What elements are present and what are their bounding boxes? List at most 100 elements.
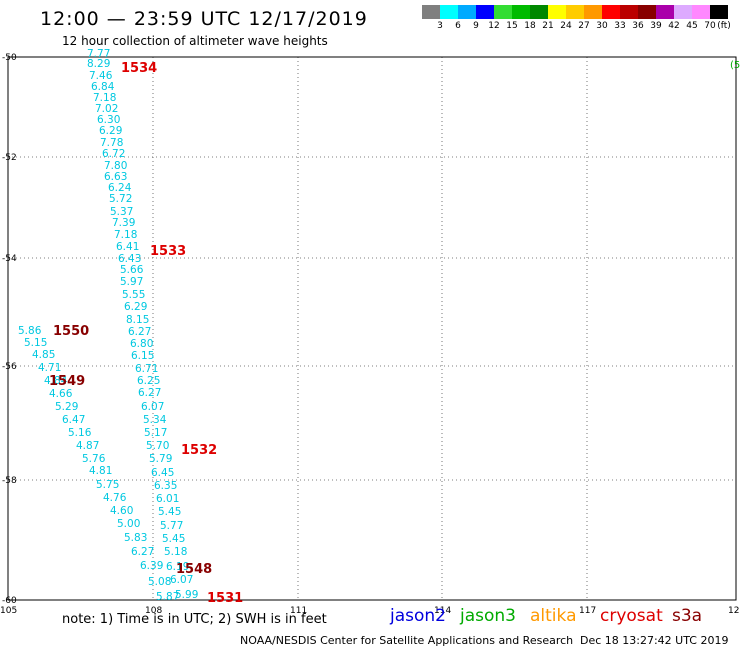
wave-height-value: 5.79 [149,453,172,465]
color-swatch [620,5,638,19]
wave-height-value: 4.66 [49,388,73,400]
track-id-label: 1549 [49,374,85,389]
wave-height-value: 6.29 [124,301,147,313]
color-scale-tick: 3 [437,21,443,31]
legend-item-s3a: s3a [672,606,703,626]
track-id-label: 1532 [181,443,217,458]
track-id-label: 1534 [121,61,157,76]
wave-height-value: 6.80 [130,338,153,350]
wave-height-value: 6.25 [137,375,160,387]
wave-height-value: 6.71 [135,363,158,375]
legend-item-jason3: jason3 [460,606,516,626]
wave-height-value: 6.39 [140,560,163,572]
wave-height-value: 6.41 [116,241,139,253]
wave-height-value: 5.55 [122,289,145,301]
latitude-label: -54 [2,254,17,264]
wave-height-value: 5.83 [124,532,147,544]
footer-credit: NOAA/NESDIS Center for Satellite Applica… [240,634,574,647]
color-swatch [638,5,656,19]
wave-height-value: 6.72 [102,148,125,160]
color-scale-tick: 15 [506,21,518,31]
wave-height-value: 6.84 [91,81,115,93]
wave-height-value: 5.00 [117,518,140,530]
wave-height-value: 5.29 [55,401,78,413]
edge-value: (5 [730,60,740,71]
wave-height-value: 8.29 [87,58,110,70]
wave-height-value: 7.77 [87,48,110,60]
wave-height-value: 5.15 [24,337,47,349]
wave-height-value: 5.66 [120,264,144,276]
wave-height-value: 5.45 [158,506,181,518]
color-scale-tick: 70 [704,21,716,31]
track-id-label: 1548 [176,562,212,577]
wave-height-value: 4.71 [38,362,61,374]
color-swatch [674,5,692,19]
wave-height-value: 6.19 [166,561,189,573]
color-scale-tick: 45 [686,21,698,31]
color-scale-bar [422,5,728,19]
longitude-label: 108 [145,606,162,616]
map-frame [7,56,737,601]
wave-height-value: 6.30 [97,114,120,126]
color-scale-tick: 12 [488,21,500,31]
wave-height-value: 6.27 [128,326,151,338]
wave-height-value: 6.27 [138,387,161,399]
latitude-label: -52 [2,153,17,163]
latitude-label: -56 [2,362,17,372]
color-swatch [710,5,728,19]
color-scale-tick: 33 [614,21,626,31]
latitude-label: -60 [2,596,17,606]
wave-height-value: 7.18 [93,92,116,104]
wave-height-value: 5.76 [82,453,106,465]
longitude-label: 117 [579,606,596,616]
wave-height-value: 6.45 [151,467,174,479]
color-swatch [548,5,566,19]
legend-item-cryosat: cryosat [600,606,663,626]
page-title: 12:00 — 23:59 UTC 12/17/2019 [40,8,368,30]
footer-timestamp: Dec 18 13:27:42 UTC 2019 [580,634,729,647]
wave-height-value: 7.18 [114,229,137,241]
longitude-label: 105 [0,606,17,616]
color-scale-tick: 18 [524,21,536,31]
wave-height-value: 5.17 [144,427,167,439]
wave-height-value: 5.75 [96,479,119,491]
wave-height-value: 5.18 [164,546,187,558]
wave-height-value: 6.07 [170,574,193,586]
color-swatch [602,5,620,19]
wave-height-value: 4.60 [110,505,133,517]
legend-item-jason2: jason2 [390,606,446,626]
track-id-label: 1531 [207,591,243,606]
wave-height-value: 7.80 [104,160,127,172]
color-swatch [494,5,512,19]
wave-height-value: 5.99 [175,589,198,601]
color-scale-tick: 6 [455,21,461,31]
color-swatch [584,5,602,19]
color-scale-tick: 27 [578,21,590,31]
wave-height-value: 6.15 [131,350,154,362]
wave-height-value: 7.02 [95,103,118,115]
wave-height-value: 5.16 [68,427,92,439]
latitude-label: -50 [2,53,17,63]
wave-height-value: 6.07 [141,401,164,413]
color-swatch [530,5,548,19]
wave-height-value: 4.87 [76,440,99,452]
color-swatch [458,5,476,19]
color-swatch [422,5,440,19]
wave-height-value: 5.97 [120,276,143,288]
wave-height-value: 7.46 [89,70,113,82]
wave-height-value: 5.45 [162,533,185,545]
wave-height-value: 5.70 [146,440,169,452]
wave-height-value: 6.29 [99,125,122,137]
longitude-label: 111 [290,606,307,616]
wave-height-value: 4.85 [32,349,55,361]
color-swatch [476,5,494,19]
page-subtitle: 12 hour collection of altimeter wave hei… [62,34,328,48]
wave-height-value: 8.15 [126,314,149,326]
color-swatch [656,5,674,19]
footer-note: note: 1) Time is in UTC; 2) SWH is in fe… [62,612,327,627]
color-swatch [566,5,584,19]
wave-height-value: 4.84 [44,375,68,387]
color-swatch [512,5,530,19]
latitude-label: -58 [2,476,17,486]
